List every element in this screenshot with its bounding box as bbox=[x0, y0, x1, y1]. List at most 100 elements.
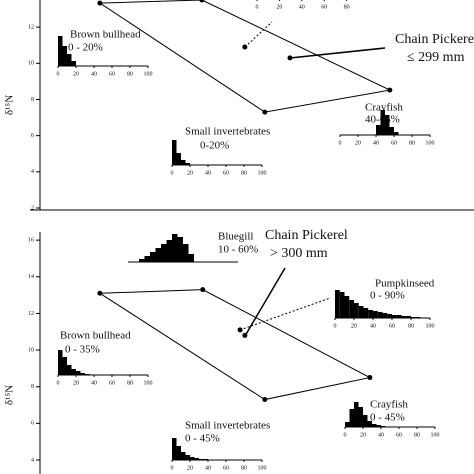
hist-bar bbox=[194, 458, 199, 460]
y-tick-label: 4 bbox=[31, 169, 34, 175]
hist-bar bbox=[358, 407, 363, 427]
inset-tick-label: 20 bbox=[351, 323, 357, 329]
y-axis-label: δ¹⁵N bbox=[4, 385, 16, 405]
hist-bar bbox=[349, 409, 354, 427]
y-tick-label: 4 bbox=[31, 457, 34, 463]
hist-bar bbox=[62, 357, 67, 375]
inset-tick-label: 100 bbox=[426, 140, 435, 146]
hist-bar bbox=[389, 127, 394, 135]
vertex bbox=[387, 87, 393, 93]
hist-bar bbox=[67, 54, 72, 66]
hist-bar bbox=[80, 373, 85, 375]
hist-bar bbox=[166, 240, 172, 262]
hist-bar bbox=[161, 244, 167, 262]
dashed-leader bbox=[244, 21, 273, 48]
hist-bar bbox=[155, 248, 161, 262]
inset-tick-label: 40 bbox=[91, 380, 97, 386]
hist-bar bbox=[372, 424, 377, 427]
inset-tick-label: 20 bbox=[187, 465, 193, 471]
hist-bar bbox=[363, 415, 368, 427]
hist-bar bbox=[58, 350, 63, 375]
hist-bar bbox=[58, 36, 63, 66]
hist-bar bbox=[411, 317, 416, 318]
y-tick-label: 8 bbox=[31, 384, 34, 390]
inset-name: Crayfish bbox=[365, 102, 403, 114]
hist-bar bbox=[335, 290, 340, 318]
inset-tick-label: 40 bbox=[299, 4, 305, 10]
hist-bar bbox=[71, 61, 76, 66]
inset-tick-label: 0 bbox=[171, 170, 174, 176]
inset-tick-label: 0 bbox=[256, 4, 259, 10]
inset-name: Bluegill bbox=[218, 231, 253, 243]
hist-bar bbox=[172, 438, 177, 460]
annotation: Chain Pickerel bbox=[265, 228, 348, 243]
vertex bbox=[262, 109, 268, 115]
y-tick-label: 12 bbox=[28, 311, 34, 317]
y-tick-label: 12 bbox=[28, 25, 34, 31]
hist-bar bbox=[203, 459, 208, 460]
hist-bar bbox=[181, 452, 186, 460]
inset-tick-label: 0 bbox=[57, 380, 60, 386]
hist-bar bbox=[394, 132, 399, 135]
hist-bar bbox=[185, 163, 190, 165]
annotation: ≤ 299 mm bbox=[407, 50, 465, 65]
hist-bar bbox=[373, 311, 378, 318]
inset-range: 0 - 45% bbox=[185, 433, 220, 445]
hist-bar bbox=[380, 110, 385, 135]
inset-tick-label: 100 bbox=[426, 323, 435, 329]
hist-bar bbox=[144, 256, 150, 262]
inset-tick-label: 80 bbox=[241, 465, 247, 471]
hist-bar bbox=[377, 312, 383, 318]
hist-bar bbox=[415, 317, 421, 318]
hist-bar bbox=[71, 369, 76, 375]
polygon bbox=[98, 289, 372, 401]
hist-bar bbox=[185, 455, 190, 460]
inset-tick-label: 0 bbox=[344, 432, 347, 438]
inset-tick-label: 40 bbox=[373, 140, 379, 146]
hist-bar bbox=[62, 46, 67, 66]
inset-tick-label: 60 bbox=[109, 71, 115, 77]
inset-tick-label: 20 bbox=[73, 380, 79, 386]
inset-tick-label: 40 bbox=[205, 170, 211, 176]
leader bbox=[289, 47, 386, 59]
inset-name: Small invertebrates bbox=[185, 126, 270, 138]
hist-bar bbox=[199, 459, 204, 460]
inset-name: Brown bullhead bbox=[70, 29, 141, 41]
hist-bar bbox=[67, 365, 72, 375]
vertex bbox=[199, 0, 205, 3]
inset-range: 10 - 60% bbox=[218, 244, 258, 256]
hist-bar bbox=[385, 115, 390, 135]
inset-tick-label: 80 bbox=[414, 432, 420, 438]
inset-tick-label: 20 bbox=[73, 71, 79, 77]
vertex bbox=[200, 287, 206, 293]
inset-tick-label: 40 bbox=[205, 465, 211, 471]
annotation: > 300 mm bbox=[270, 246, 328, 261]
hist-bar bbox=[181, 160, 186, 165]
inset-tick-label: 80 bbox=[409, 140, 415, 146]
hist-bar bbox=[406, 316, 411, 318]
inset-tick-label: 20 bbox=[355, 140, 361, 146]
inset-range: 0 - 45% bbox=[370, 412, 405, 424]
dashed-leader bbox=[239, 297, 331, 331]
inset-range: 0-20% bbox=[200, 140, 229, 152]
y-tick-label: 10 bbox=[28, 61, 34, 67]
inset-tick-label: 100 bbox=[258, 465, 267, 471]
hist-bar bbox=[392, 315, 397, 318]
hist-bar bbox=[176, 446, 181, 460]
inset-tick-label: 60 bbox=[223, 465, 229, 471]
inset-tick-label: 0 bbox=[171, 465, 174, 471]
inset-tick-label: 60 bbox=[321, 4, 327, 10]
hist-bar bbox=[190, 457, 195, 460]
hist-bar bbox=[401, 316, 407, 318]
vertex bbox=[97, 290, 103, 296]
y-tick-label: 6 bbox=[31, 421, 34, 427]
hist-bar bbox=[339, 292, 345, 318]
inset-tick-label: 0 bbox=[57, 71, 60, 77]
annotation: Chain Pickerel bbox=[395, 32, 474, 47]
hist-bar bbox=[76, 371, 81, 375]
leader bbox=[244, 267, 286, 337]
y-tick-label: 14 bbox=[28, 274, 34, 280]
hist-bar bbox=[396, 315, 402, 318]
inset-tick-label: 80 bbox=[127, 71, 133, 77]
